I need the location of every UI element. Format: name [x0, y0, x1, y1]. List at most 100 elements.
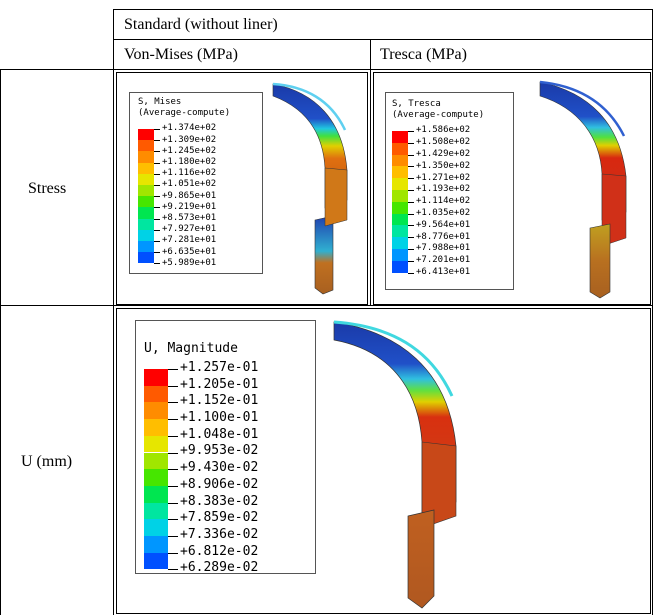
grid-line [113, 9, 653, 10]
mises-legend-value: +5.989e+01 [162, 257, 217, 268]
umag-legend-swatch [144, 369, 168, 386]
tresca-legend-title: S, Tresca [392, 99, 441, 109]
mises-legend-tick [154, 173, 160, 175]
displacement-part-render [333, 320, 457, 609]
umag-legend-value: +8.383e-02 [180, 493, 259, 509]
mises-legend-tick [154, 140, 160, 142]
tresca-legend-tick [408, 237, 414, 239]
umag-legend-value: +8.906e-02 [180, 476, 259, 492]
tresca-legend-value: +9.564e+01 [416, 219, 471, 230]
displacement-legend: U, Magnitude +1.257e-01 +1.205e-01 +1.152e… [135, 320, 316, 576]
tresca-legend-tick [408, 131, 414, 132]
mises-legend-tick [154, 218, 160, 220]
mises-legend-value: +7.927e+01 [162, 224, 217, 235]
mises-legend-swatch [138, 173, 154, 185]
umag-legend-swatch [144, 419, 168, 436]
mises-legend-tick [154, 185, 160, 186]
umag-legend-swatch [144, 502, 168, 520]
mises-legend-swatch [138, 151, 154, 163]
header-group-title: Standard (without liner) [124, 16, 278, 33]
mises-legend-tick [154, 207, 160, 209]
grid-line [113, 9, 114, 615]
tresca-legend-value: +1.350e+02 [416, 160, 471, 171]
umag-legend-value: +1.257e-01 [180, 359, 259, 375]
tresca-legend: S, Tresca (Average-compute) +1.586e+02 +1… [385, 92, 514, 290]
tresca-legend-swatch [392, 201, 408, 214]
mises-legend-tick [154, 241, 160, 242]
tresca-legend-value: +1.193e+02 [416, 184, 471, 195]
grid-line [370, 39, 371, 305]
image-frame [116, 72, 368, 305]
tresca-legend-value: +8.776e+01 [416, 231, 471, 242]
umag-legend-value: +9.430e-02 [180, 460, 259, 476]
mises-legend-tick [154, 129, 160, 130]
mises-legend-value: +1.245e+02 [162, 145, 217, 156]
tresca-legend-tick [408, 201, 414, 203]
tresca-legend-swatch [392, 260, 408, 273]
column-header-tresca: Tresca (MPa) [380, 46, 467, 63]
mises-legend-title: S, Mises [138, 97, 182, 107]
mises-legend-value: +9.219e+01 [162, 201, 217, 212]
tresca-legend-swatch [392, 213, 408, 226]
mises-legend-swatch [138, 162, 154, 174]
tresca-legend-value: +1.508e+02 [416, 137, 471, 148]
umag-legend-tick [168, 485, 178, 487]
mises-legend-tick [154, 162, 160, 164]
tresca-legend-tick [408, 213, 414, 215]
tresca-part-render [539, 80, 627, 299]
tresca-legend-tick [408, 272, 414, 274]
umag-legend-value: +6.812e-02 [180, 543, 259, 559]
tresca-legend-swatch [392, 154, 408, 167]
mises-legend-value: +1.374e+02 [162, 123, 217, 134]
umag-legend-tick [168, 419, 178, 421]
mises-legend-tick [154, 151, 160, 153]
grid-line [113, 39, 653, 40]
mises-flange [314, 215, 334, 295]
mises-web [324, 167, 348, 227]
mises-legend: S, Mises (Average-compute) +1.374e+02 +1.… [129, 92, 263, 274]
mises-legend-swatch [138, 252, 154, 264]
tresca-legend-swatch [392, 166, 408, 179]
umag-legend-tick [168, 552, 178, 554]
umag-legend-swatch [144, 385, 168, 403]
displacement-legend-title: U, Magnitude [144, 341, 238, 356]
tresca-legend-tick [408, 142, 414, 144]
tresca-legend-tick [408, 166, 414, 168]
row-label-displacement: U (mm) [21, 453, 73, 470]
umag-legend-tick [168, 402, 178, 404]
tresca-legend-tick [408, 190, 414, 191]
mises-legend-tick [154, 252, 160, 254]
umag-legend-tick [168, 536, 178, 537]
mises-legend-subtitle: (Average-compute) [138, 108, 231, 118]
umag-legend-value: +6.289e-02 [180, 560, 259, 576]
mises-legend-value: +1.051e+02 [162, 179, 217, 190]
mises-shell-edge [272, 82, 347, 131]
umag-legend-tick [168, 435, 178, 437]
tresca-legend-value: +1.429e+02 [416, 149, 471, 160]
mises-legend-swatch [138, 218, 154, 230]
tresca-legend-value: +7.201e+01 [416, 255, 471, 266]
mises-legend-swatch [138, 241, 154, 253]
displacement-shell-edge [333, 320, 454, 397]
tresca-legend-value: +6.413e+01 [416, 267, 471, 278]
tresca-legend-subtitle: (Average-compute) [392, 110, 485, 120]
tresca-legend-swatch [392, 225, 408, 238]
mises-legend-swatch [138, 207, 154, 219]
umag-legend-swatch [144, 519, 168, 536]
tresca-flange [589, 223, 611, 299]
umag-legend-value: +1.048e-01 [180, 426, 259, 442]
umag-legend-value: +7.859e-02 [180, 510, 259, 526]
mises-part-render [272, 82, 348, 295]
umag-legend-value: +1.100e-01 [180, 410, 259, 426]
grid-line [0, 305, 653, 306]
column-header-von-mises: Von-Mises (MPa) [124, 46, 238, 63]
umag-legend-tick [168, 469, 178, 471]
umag-legend-value: +9.953e-02 [180, 443, 259, 459]
tresca-legend-tick [408, 225, 414, 227]
umag-legend-swatch [144, 536, 168, 553]
umag-legend-tick [168, 369, 178, 370]
tresca-legend-tick [408, 249, 414, 250]
umag-legend-tick [168, 385, 178, 387]
umag-legend-value: +1.205e-01 [180, 376, 259, 392]
tresca-legend-swatch [392, 131, 408, 143]
